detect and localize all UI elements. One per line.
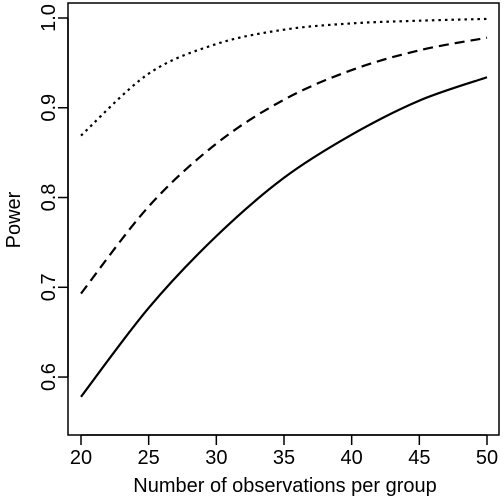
y-tick-label: 0.7 [38,273,60,301]
x-tick-label: 40 [341,447,363,469]
series-line-dotted [80,17,488,137]
y-tick-label: 0.8 [38,184,60,212]
y-tick-label: 0.6 [38,363,60,391]
series-line-solid [80,76,488,398]
y-tick-label: 1.0 [38,4,60,32]
x-tick-label: 50 [476,447,498,469]
x-tick-label: 45 [408,447,430,469]
x-axis: 20 25 30 35 40 45 50 [70,434,498,469]
plot-frame [67,2,500,436]
x-tick-label: 20 [70,447,92,469]
x-tick-label: 25 [138,447,160,469]
series-layer [80,17,488,398]
x-tick-label: 35 [273,447,295,469]
y-axis-label: Power [3,191,25,248]
series-line-dashed [80,36,488,295]
y-axis: 0.6 0.7 0.8 0.9 1.0 [38,4,69,391]
y-tick-label: 0.9 [38,94,60,122]
x-axis-label: Number of observations per group [133,475,437,497]
x-tick-label: 30 [205,447,227,469]
